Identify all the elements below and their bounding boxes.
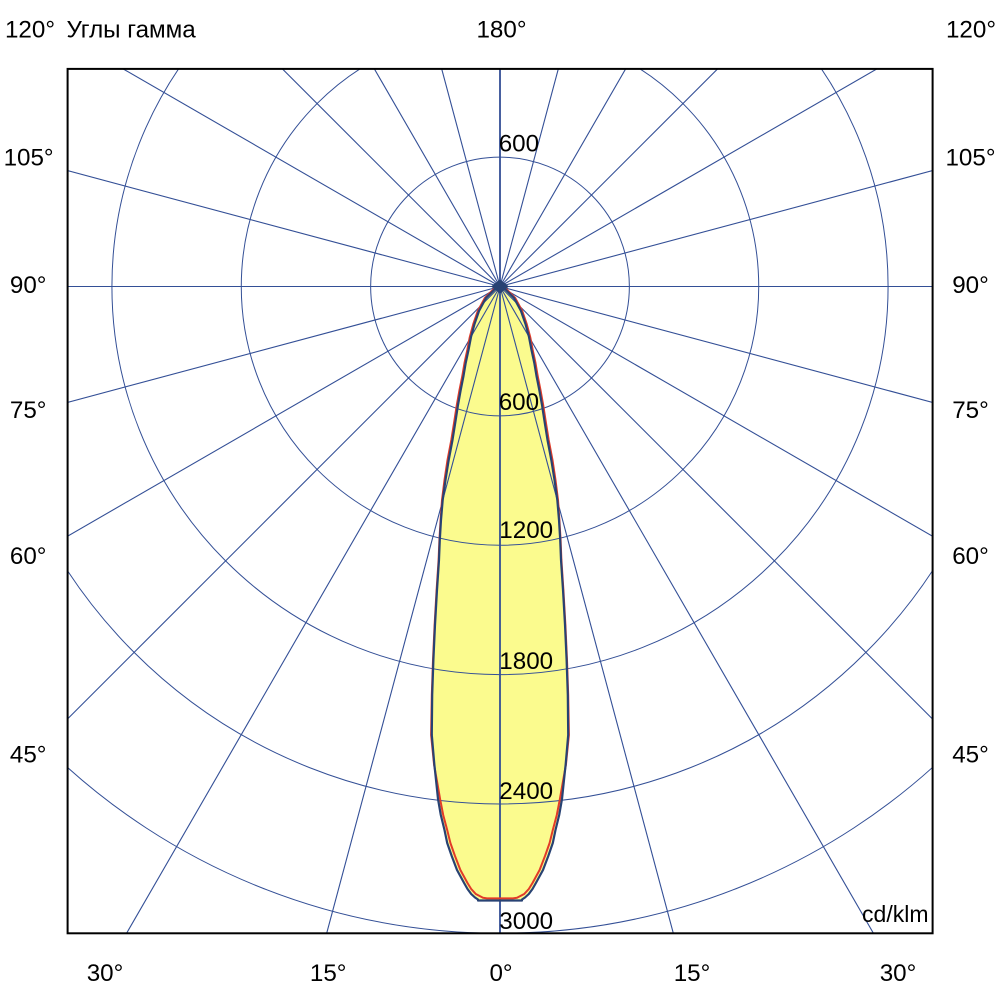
svg-text:45°: 45°: [952, 741, 989, 768]
svg-text:30°: 30°: [880, 960, 917, 987]
svg-text:105°: 105°: [945, 145, 995, 172]
svg-text:cd/klm: cd/klm: [862, 901, 928, 927]
svg-text:90°: 90°: [10, 272, 47, 299]
svg-text:Углы гамма: Углы гамма: [67, 17, 197, 44]
svg-text:60°: 60°: [10, 543, 47, 570]
svg-text:45°: 45°: [10, 741, 47, 768]
svg-text:15°: 15°: [310, 960, 347, 987]
svg-text:30°: 30°: [87, 960, 124, 987]
svg-text:15°: 15°: [674, 960, 711, 987]
svg-text:120°: 120°: [946, 17, 996, 44]
svg-text:120°: 120°: [5, 17, 55, 44]
svg-text:1200: 1200: [499, 517, 553, 544]
svg-text:600: 600: [499, 130, 539, 157]
svg-text:75°: 75°: [10, 397, 47, 424]
svg-text:600: 600: [499, 389, 539, 416]
svg-text:2400: 2400: [499, 778, 553, 805]
svg-text:1800: 1800: [499, 648, 553, 675]
svg-text:180°: 180°: [476, 17, 526, 44]
svg-text:90°: 90°: [952, 272, 989, 299]
svg-text:60°: 60°: [952, 543, 989, 570]
svg-text:105°: 105°: [4, 145, 54, 172]
svg-text:0°: 0°: [489, 960, 512, 987]
svg-text:3000: 3000: [499, 908, 553, 935]
svg-text:75°: 75°: [952, 397, 989, 424]
